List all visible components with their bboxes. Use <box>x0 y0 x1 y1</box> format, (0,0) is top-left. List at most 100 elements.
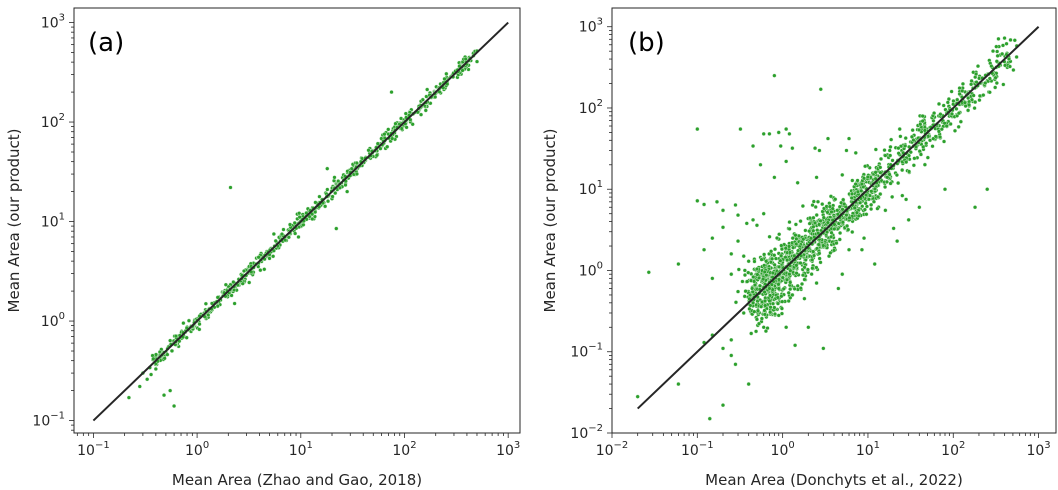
scatter-point <box>729 272 734 277</box>
scatter-point <box>943 107 948 112</box>
scatter-point <box>942 121 947 126</box>
scatter-point <box>938 112 943 117</box>
scatter-point <box>733 202 738 208</box>
scatter-point <box>768 293 773 298</box>
scatter-point <box>762 290 767 295</box>
scatter-point <box>231 280 236 285</box>
scatter-point <box>325 166 330 171</box>
scatter-point <box>748 292 753 298</box>
scatter-point <box>916 127 922 132</box>
scatter-point <box>420 97 425 102</box>
scatter-point <box>932 111 937 116</box>
scatter-point <box>735 289 741 294</box>
scatter-point <box>317 194 322 199</box>
scatter-point <box>811 224 816 229</box>
scatter-point <box>827 204 832 209</box>
scatter-point <box>186 318 192 323</box>
scatter-point <box>994 44 999 49</box>
scatter-point <box>761 325 766 330</box>
scatter-point <box>800 273 806 278</box>
scatter-point <box>814 281 819 286</box>
x-axis-label: Mean Area (Zhao and Gao, 2018) <box>172 471 422 489</box>
scatter-point <box>779 294 784 299</box>
scatter-point <box>271 254 276 259</box>
scatter-point <box>279 232 285 237</box>
scatter-point <box>418 112 424 117</box>
scatter-point <box>772 73 777 78</box>
scatter-point <box>966 108 971 113</box>
scatter-point <box>759 304 764 309</box>
scatter-point <box>776 313 781 318</box>
scatter-point <box>784 277 790 282</box>
scatter-point <box>987 76 992 81</box>
scatter-point <box>955 97 960 102</box>
scatter-point <box>810 266 815 271</box>
scatter-point <box>386 127 391 132</box>
scatter-point <box>310 212 315 217</box>
scatter-point <box>769 249 774 254</box>
scatter-point <box>832 226 837 232</box>
scatter-point <box>753 329 759 334</box>
scatter-point <box>349 166 354 171</box>
scatter-point <box>840 220 845 225</box>
scatter-point <box>873 170 878 175</box>
x-tick-label: 103 <box>496 440 520 459</box>
scatter-point <box>463 56 468 62</box>
scatter-point <box>754 317 760 322</box>
scatter-point <box>735 239 741 244</box>
scatter-point <box>908 150 913 155</box>
scatter-point <box>898 134 903 139</box>
scatter-point <box>917 205 922 210</box>
scatter-point <box>969 97 974 102</box>
scatter-point <box>981 93 986 98</box>
scatter-point <box>772 305 777 310</box>
scatter-point <box>750 286 755 291</box>
scatter-point <box>297 215 302 220</box>
scatter-point <box>966 95 971 101</box>
scatter-point <box>733 300 739 305</box>
scatter-point <box>746 270 751 275</box>
scatter-point <box>775 295 780 300</box>
scatter-point <box>846 136 852 141</box>
scatter-point <box>408 117 413 122</box>
scatter-point <box>762 298 768 303</box>
scatter-point <box>852 205 857 210</box>
scatter-point <box>784 325 789 330</box>
scatter-point <box>474 59 480 64</box>
scatter-point <box>888 181 893 186</box>
scatter-point <box>145 377 150 382</box>
scatter-point <box>770 270 775 276</box>
scatter-point <box>755 272 760 277</box>
scatter-point <box>807 221 812 226</box>
scatter-point <box>871 199 877 204</box>
scatter-point <box>756 275 762 280</box>
scatter-point <box>810 257 815 262</box>
scatter-point <box>779 253 784 258</box>
scatter-point <box>779 247 785 252</box>
scatter-point <box>864 212 869 217</box>
scatter-point <box>1002 36 1007 41</box>
scatter-point <box>153 352 159 357</box>
scatter-point <box>181 321 186 326</box>
scatter-point <box>792 253 797 258</box>
scatter-point <box>747 306 752 311</box>
scatter-point <box>825 220 830 225</box>
scatter-point <box>393 121 398 126</box>
scatter-point <box>313 209 318 215</box>
scatter-point <box>759 316 764 321</box>
scatter-point <box>949 111 955 117</box>
panel-label: (a) <box>88 28 124 58</box>
scatter-point <box>779 243 784 248</box>
scatter-point <box>885 175 890 180</box>
scatter-point <box>781 286 786 291</box>
scatter-point <box>772 247 778 252</box>
scatter-point <box>811 249 816 254</box>
scatter-point <box>833 197 838 202</box>
scatter-point <box>944 123 949 129</box>
scatter-point <box>778 143 783 149</box>
scatter-point <box>741 254 746 259</box>
scatter-point <box>802 265 807 270</box>
scatter-point <box>1008 37 1013 43</box>
scatter-point <box>814 175 819 180</box>
scatter-point <box>729 251 734 256</box>
